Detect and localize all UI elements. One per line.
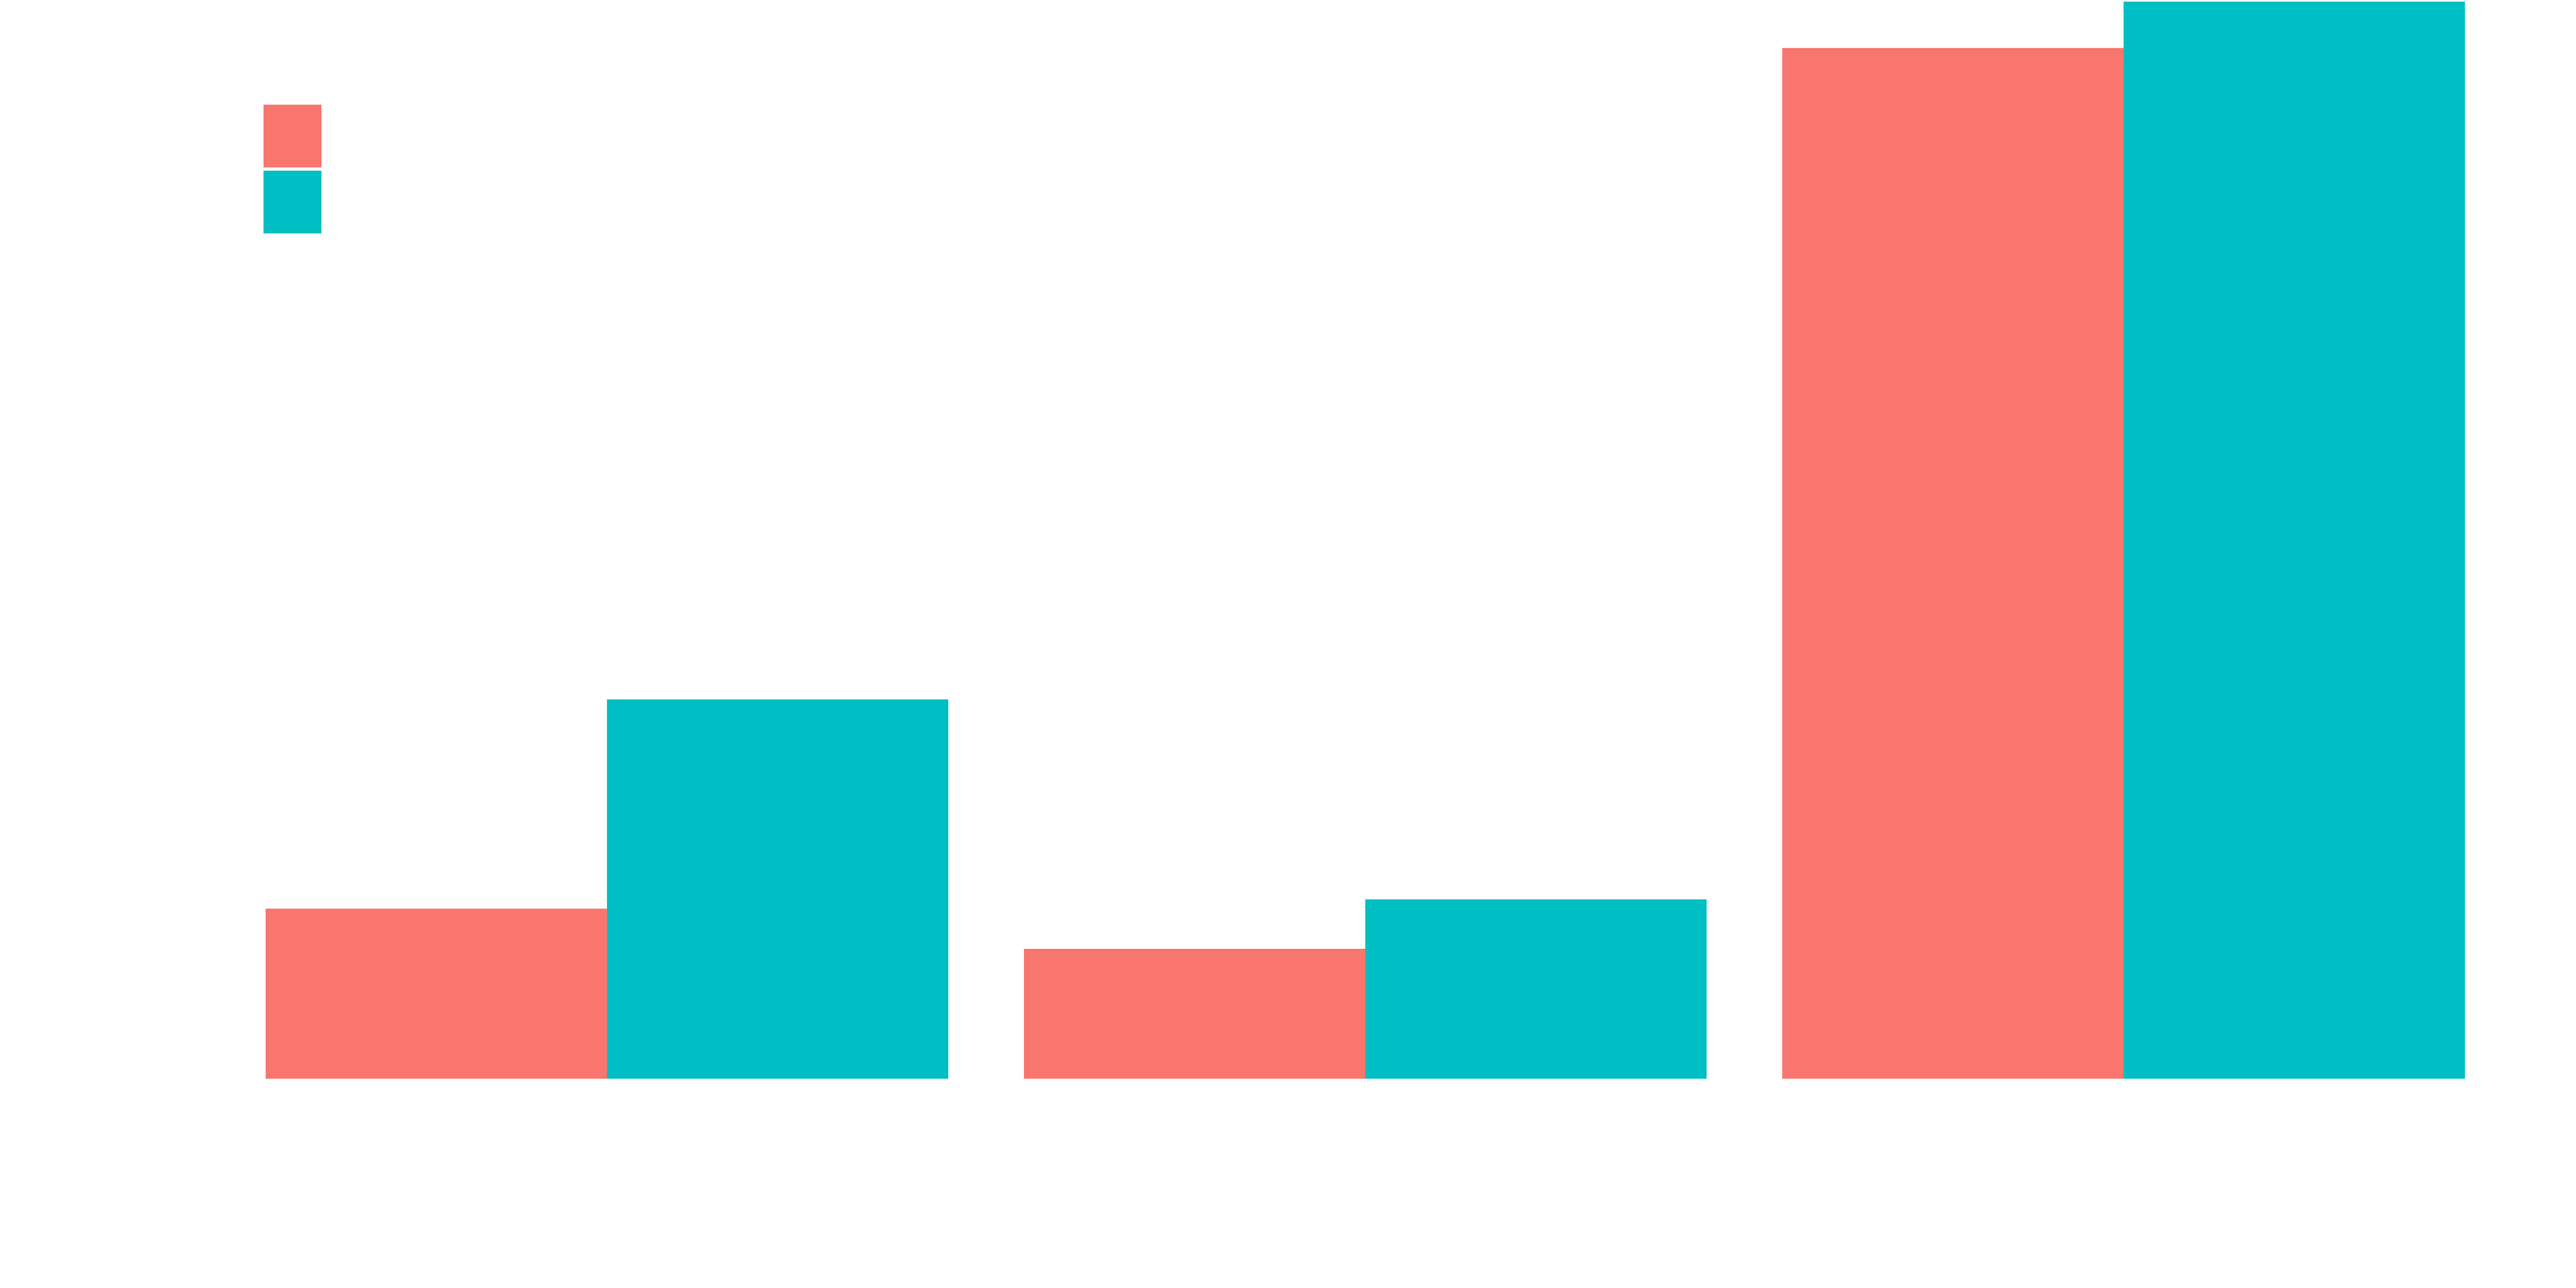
legend-swatch-1 <box>264 105 321 167</box>
bar-series-1-category-2 <box>1024 949 1365 1079</box>
plot-area <box>266 2 2465 1079</box>
legend <box>264 105 321 233</box>
bar-series-1-category-1 <box>266 909 607 1079</box>
bar-series-1-category-3 <box>1782 48 2124 1079</box>
bar-series-2-category-1 <box>607 699 948 1079</box>
bar-series-2-category-3 <box>2124 2 2465 1079</box>
legend-swatch-2 <box>264 171 321 233</box>
bar-series-2-category-2 <box>1365 899 1707 1079</box>
